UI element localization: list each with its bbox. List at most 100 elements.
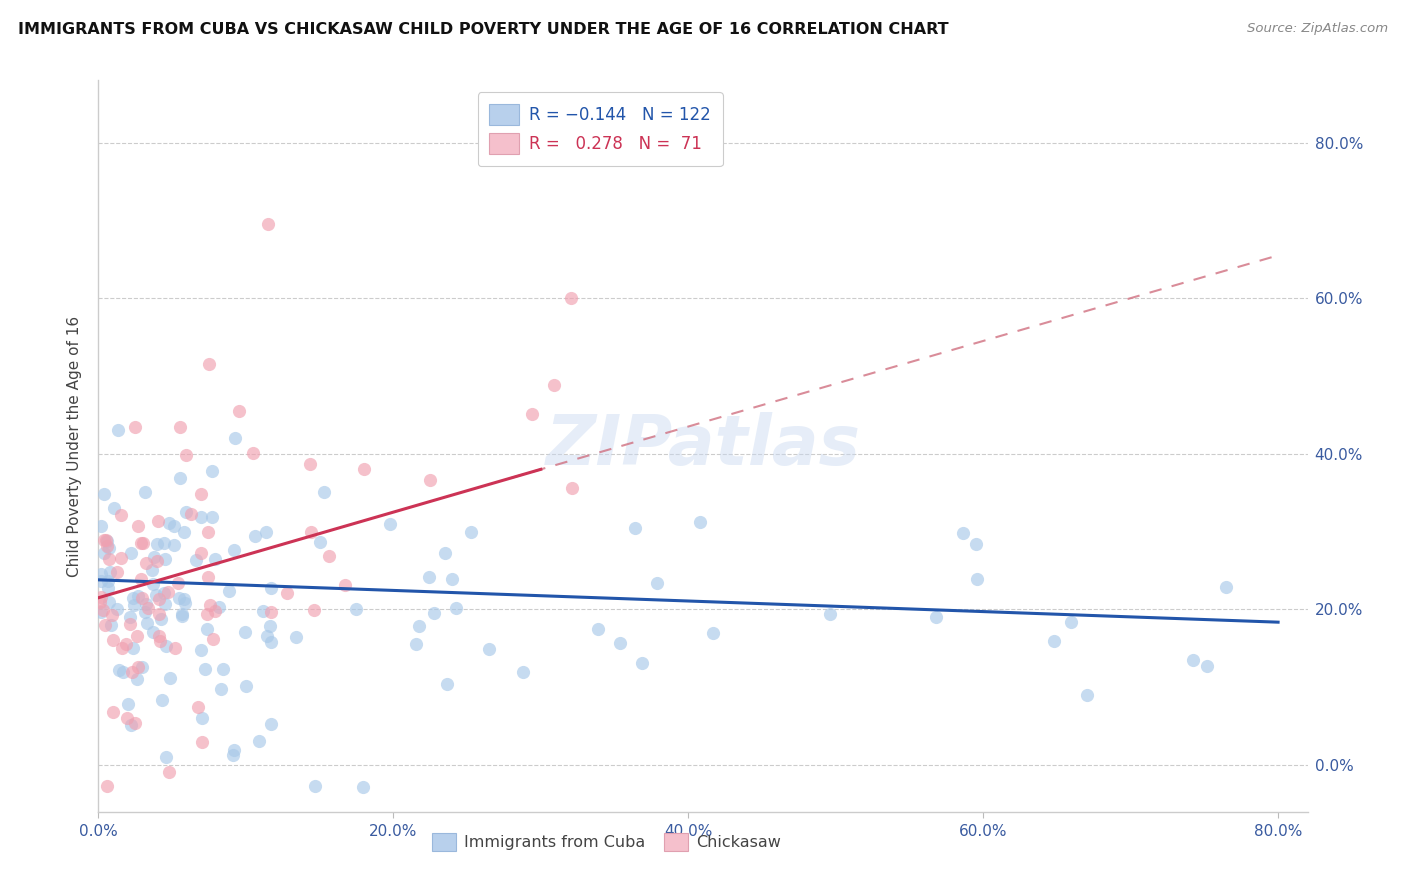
Point xyxy=(209,681,232,696)
Point xyxy=(173,525,195,540)
Point xyxy=(560,291,582,305)
Point xyxy=(254,525,277,540)
Point xyxy=(159,671,181,685)
Point xyxy=(107,664,129,678)
Point xyxy=(318,549,340,564)
Point xyxy=(252,604,274,618)
Point xyxy=(299,524,322,539)
Point xyxy=(344,602,367,616)
Point xyxy=(170,608,193,623)
Point xyxy=(224,743,246,757)
Point xyxy=(118,617,141,632)
Point xyxy=(93,546,115,560)
Point xyxy=(135,597,157,611)
Point xyxy=(260,605,283,619)
Point xyxy=(172,607,194,621)
Point xyxy=(163,518,186,533)
Point xyxy=(260,634,283,648)
Point xyxy=(115,710,138,724)
Point xyxy=(110,550,132,565)
Point xyxy=(129,536,152,550)
Point xyxy=(184,553,207,567)
Point xyxy=(190,487,212,501)
Point xyxy=(257,217,280,231)
Point xyxy=(98,551,121,566)
Point xyxy=(111,665,134,679)
Point xyxy=(153,551,176,566)
Point xyxy=(136,601,159,615)
Point xyxy=(90,567,112,582)
Point xyxy=(1197,658,1219,673)
Point xyxy=(150,612,173,626)
Point xyxy=(245,529,267,543)
Point xyxy=(90,605,112,619)
Point xyxy=(142,549,165,564)
Point xyxy=(120,718,142,732)
Point xyxy=(136,615,159,630)
Point xyxy=(197,570,219,584)
Point xyxy=(120,609,142,624)
Point xyxy=(96,534,118,549)
Point xyxy=(174,448,197,462)
Point xyxy=(818,607,841,622)
Point xyxy=(925,610,948,624)
Point xyxy=(146,554,169,568)
Point xyxy=(222,747,245,762)
Point xyxy=(94,618,117,632)
Point xyxy=(304,603,326,617)
Point xyxy=(276,586,298,600)
Point xyxy=(94,533,117,547)
Point xyxy=(93,487,115,501)
Point xyxy=(101,608,124,623)
Point xyxy=(90,590,112,604)
Point xyxy=(93,533,115,548)
Point xyxy=(235,679,257,693)
Point xyxy=(259,619,281,633)
Point xyxy=(419,473,441,487)
Point xyxy=(609,636,631,650)
Point xyxy=(145,588,167,602)
Point xyxy=(90,574,112,588)
Point xyxy=(441,572,464,586)
Point xyxy=(204,552,226,566)
Point xyxy=(148,629,170,643)
Point xyxy=(645,576,668,591)
Point xyxy=(131,591,153,605)
Point xyxy=(148,607,170,621)
Point xyxy=(195,623,218,637)
Point xyxy=(105,602,128,616)
Point xyxy=(97,574,120,588)
Point xyxy=(163,539,186,553)
Point xyxy=(247,734,270,748)
Point xyxy=(1215,580,1237,594)
Point xyxy=(191,711,214,725)
Point xyxy=(187,699,209,714)
Point xyxy=(153,597,176,611)
Point xyxy=(122,598,145,612)
Point xyxy=(543,378,565,392)
Point xyxy=(134,605,156,619)
Point xyxy=(115,637,138,651)
Point xyxy=(966,572,988,586)
Point xyxy=(190,642,212,657)
Point xyxy=(228,404,250,418)
Point xyxy=(101,705,124,719)
Point xyxy=(176,505,198,519)
Point xyxy=(702,626,724,640)
Point xyxy=(285,631,308,645)
Point xyxy=(148,514,170,528)
Point xyxy=(159,516,181,530)
Point xyxy=(191,735,214,749)
Point xyxy=(90,519,112,533)
Point xyxy=(127,659,149,673)
Point xyxy=(631,656,654,670)
Point xyxy=(91,603,114,617)
Point xyxy=(352,780,374,794)
Point xyxy=(127,629,149,643)
Point xyxy=(405,637,427,651)
Point xyxy=(195,607,218,621)
Point xyxy=(169,471,191,485)
Point xyxy=(1059,615,1081,629)
Point xyxy=(436,677,458,691)
Point xyxy=(122,640,145,655)
